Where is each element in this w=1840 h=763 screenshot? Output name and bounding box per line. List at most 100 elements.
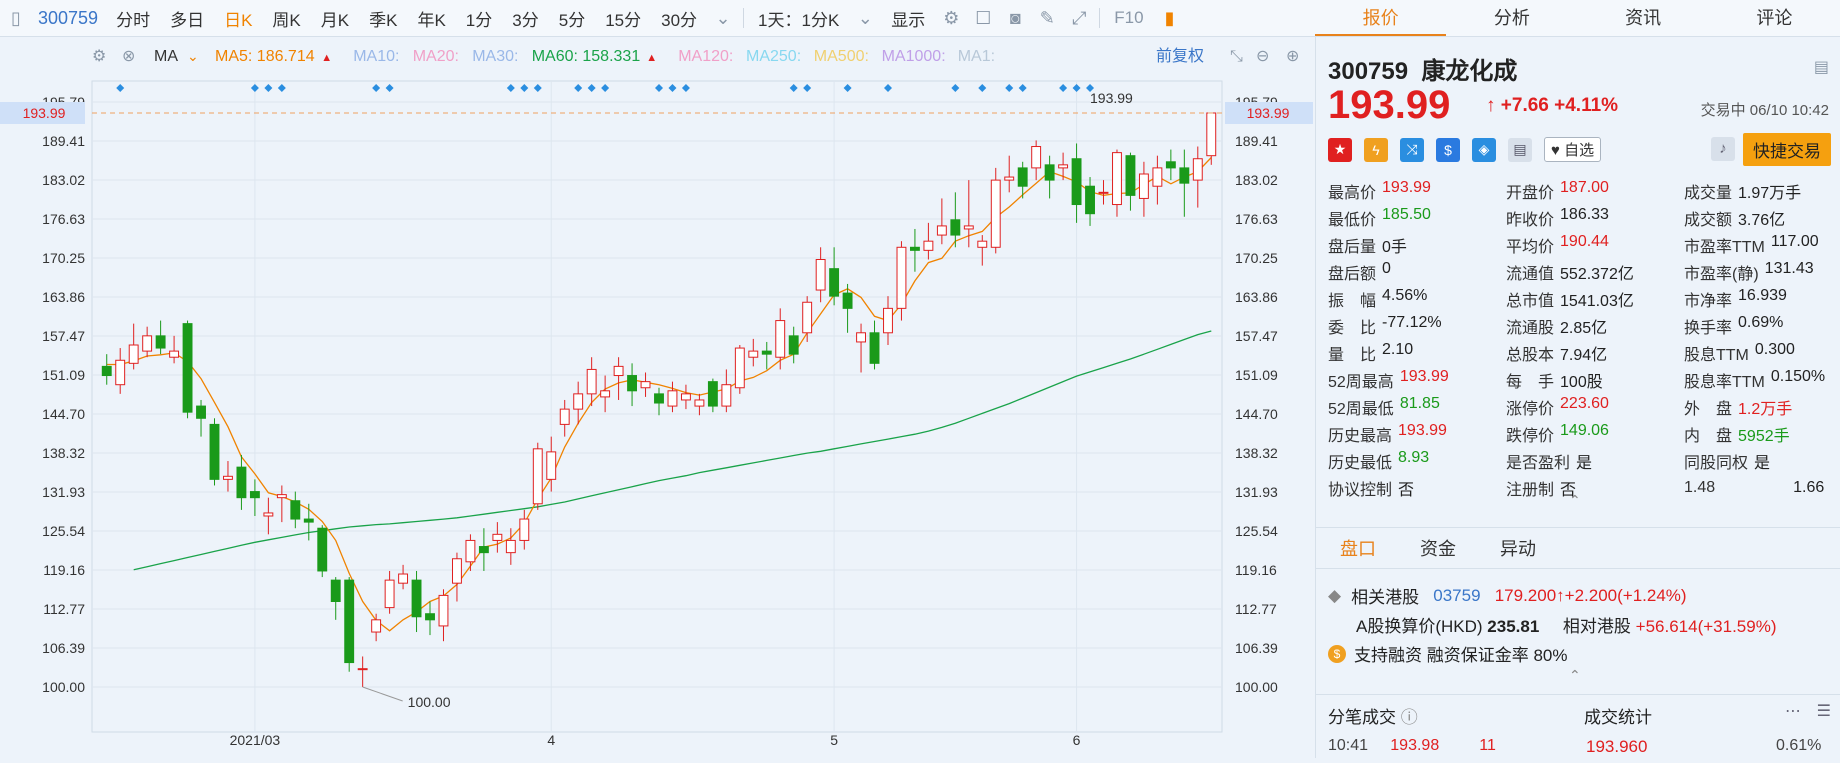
stat-label: 最高价: [1328, 184, 1377, 202]
panel-icon[interactable]: ▮: [1164, 7, 1175, 28]
sub-tab[interactable]: 资金: [1420, 539, 1456, 559]
candle-body: [586, 368, 597, 395]
min-pointer: [362, 686, 403, 702]
candle-body: [519, 518, 530, 541]
candle-body: [627, 375, 638, 392]
chevron-down-icon[interactable]: ⌄: [715, 7, 731, 28]
candle-body: [1165, 161, 1176, 169]
stat-label: 外 盘: [1684, 400, 1733, 418]
sub-tab[interactable]: 异动: [1500, 539, 1536, 559]
candle-body: [748, 350, 759, 358]
event-marker: [951, 84, 960, 92]
right-tab[interactable]: 资讯: [1625, 8, 1662, 28]
document-icon[interactable]: ▤: [1508, 137, 1532, 162]
china-flag-icon[interactable]: ★: [1328, 137, 1352, 162]
period-tab[interactable]: 日K: [224, 10, 253, 30]
close-icon: ⊗: [122, 48, 135, 65]
ma-indicator: MA5: 186.714: [215, 48, 315, 65]
period-tab[interactable]: 5分: [558, 10, 586, 30]
stat-value: 186.33: [1560, 205, 1609, 223]
quick-trade-button[interactable]: 快捷交易: [1743, 133, 1831, 166]
range-select[interactable]: 1天：1分K: [758, 10, 840, 30]
candle-body: [357, 668, 368, 671]
stat-cell: 协议控制否: [1328, 476, 1414, 500]
stat-cell: 每 手 100股: [1506, 368, 1603, 392]
candle-body: [788, 335, 799, 355]
period-tabs: 分时 多日 日K 周K 月K 季K 年K 1分 3分 5分 15分 30分: [106, 6, 707, 31]
period-tab[interactable]: 1分: [465, 10, 493, 30]
stat-label: 流通股: [1506, 319, 1555, 337]
settings-icon[interactable]: ⚙: [943, 7, 960, 28]
stat-value: 0.69%: [1738, 313, 1784, 331]
settings-icon: ⚙: [92, 48, 106, 65]
right-tab[interactable]: 报价: [1315, 0, 1447, 36]
period-tab[interactable]: 分时: [116, 10, 151, 30]
right-tab[interactable]: 分析: [1493, 8, 1530, 28]
lightning-icon[interactable]: ϟ: [1364, 137, 1388, 162]
camera-icon[interactable]: ◙: [1009, 7, 1021, 28]
event-marker: [264, 84, 273, 92]
help-icon[interactable]: ⓘ: [1400, 708, 1418, 727]
kline-chart[interactable]: ⚙ ⊗ MA ⌄ MA5: 186.714 ▲ MA10: MA20: MA30: MA60: 1…: [0, 37, 1315, 758]
period-tab[interactable]: 3分: [512, 10, 539, 30]
ma60-line: [133, 330, 1212, 571]
stat-value: 2.10: [1382, 340, 1414, 358]
zoom-out-icon: ⊖: [1256, 48, 1269, 65]
candle-body: [977, 240, 988, 248]
rel-label: 相对港股: [1562, 617, 1631, 636]
stat-cell: 流通股 2.85亿: [1506, 314, 1607, 338]
y-tick-label: 125.54: [42, 523, 85, 539]
period-tab[interactable]: 15分: [605, 10, 642, 30]
candle-body: [936, 225, 947, 236]
dollar-icon[interactable]: $: [1436, 137, 1460, 162]
stat-label: 总股本: [1506, 346, 1555, 364]
period-tab[interactable]: 季K: [369, 10, 398, 30]
hk-code-link[interactable]: 03759: [1433, 585, 1481, 605]
sidebar-toggle-icon[interactable]: ▯: [11, 7, 21, 28]
collapse-icon[interactable]: ⌃: [1569, 492, 1581, 508]
period-tab[interactable]: 年K: [417, 10, 446, 30]
chevron-down-icon[interactable]: ⌄: [857, 7, 873, 28]
stat-label: 市盈率TTM: [1684, 238, 1765, 256]
stat-value: 223.60: [1560, 394, 1609, 412]
event-marker: [655, 84, 663, 92]
list-icon[interactable]: ☰: [1816, 703, 1831, 720]
f10-button[interactable]: F10: [1114, 8, 1144, 27]
menu-icon[interactable]: ▤: [1813, 59, 1829, 76]
stat-value: 193.99: [1382, 178, 1431, 196]
event-marker: [1018, 84, 1027, 92]
y-tick-label-right: 125.54: [1235, 523, 1278, 539]
min-label: 100.00: [408, 694, 451, 710]
frame-icon[interactable]: ☐: [975, 7, 992, 28]
tag-icon[interactable]: ◈: [1472, 137, 1496, 162]
candle-body: [707, 381, 718, 407]
candle-body: [640, 381, 651, 389]
candle-body: [182, 323, 193, 413]
sub-tab[interactable]: 盘口: [1340, 539, 1376, 559]
expand-icon: ⤡: [1230, 48, 1243, 65]
stat-cell: 总股本 7.94亿: [1506, 341, 1607, 365]
event-marker: [533, 84, 542, 92]
pencil-icon[interactable]: ✎: [1039, 7, 1055, 28]
collapse-icon[interactable]: ⌃: [1569, 667, 1581, 683]
event-marker: [883, 84, 892, 92]
bell-icon[interactable]: ♪: [1711, 137, 1735, 161]
divider: [743, 8, 745, 28]
period-tab[interactable]: 月K: [320, 10, 350, 30]
period-tab[interactable]: 30分: [661, 10, 698, 30]
watchlist-button[interactable]: ♥ 自选: [1544, 137, 1602, 162]
fullscreen-icon[interactable]: ⤢: [1072, 7, 1087, 28]
event-marker: [587, 84, 596, 92]
stat-cell: 历史最低 8.93: [1328, 449, 1429, 473]
right-tab[interactable]: 评论: [1756, 8, 1793, 28]
stock-title: 300759 康龙化成: [1328, 58, 1518, 85]
candle-body: [478, 546, 489, 554]
stat-value: 是: [1576, 454, 1593, 472]
period-tab[interactable]: 多日: [170, 10, 205, 30]
hk-label: 相关港股: [1351, 588, 1420, 607]
more-icon[interactable]: ⋯: [1785, 703, 1801, 720]
display-menu[interactable]: 显示: [891, 10, 926, 30]
price-tag-left: 193.99: [23, 105, 66, 121]
period-tab[interactable]: 周K: [272, 10, 301, 30]
shuffle-icon[interactable]: ⤨: [1400, 137, 1424, 162]
